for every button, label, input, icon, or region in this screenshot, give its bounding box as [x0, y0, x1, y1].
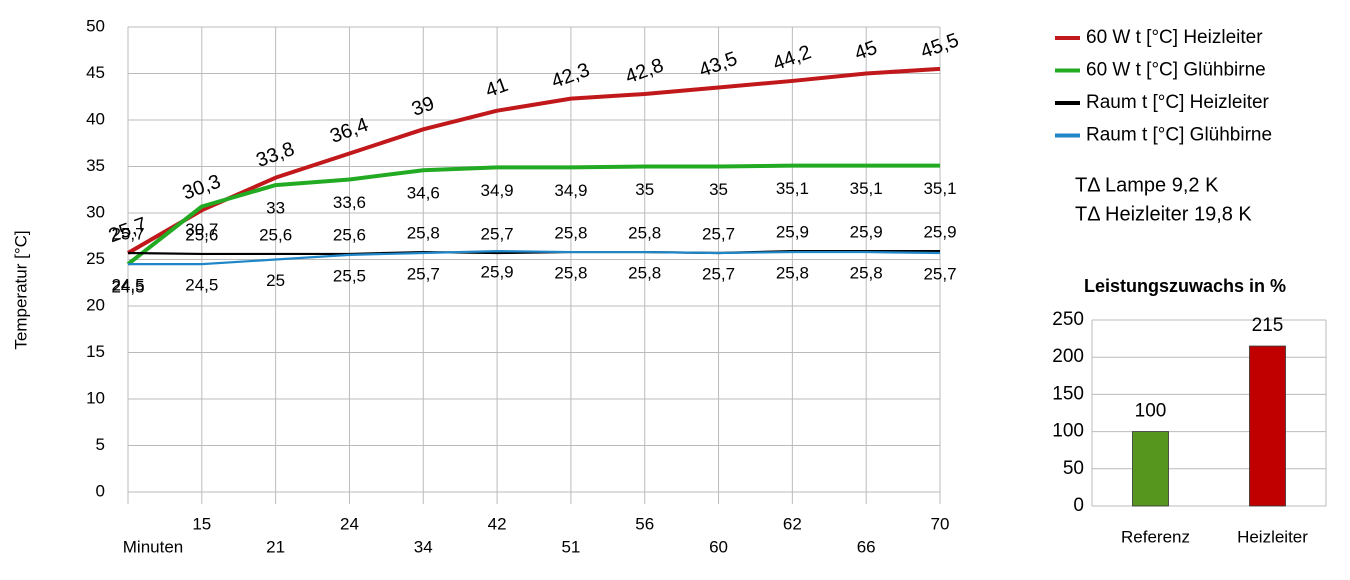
value-label: 25,5 — [333, 266, 366, 285]
legend-label: Raum t [°C] Glühbirne — [1086, 125, 1272, 146]
value-label: 35,1 — [923, 179, 956, 198]
value-label: 39 — [409, 92, 437, 120]
value-label: 25,7 — [111, 224, 144, 243]
x-axis-title: Minuten — [123, 537, 183, 556]
x-tick-label: 66 — [857, 537, 876, 556]
y-tick-label: 50 — [86, 16, 105, 35]
value-label: 35,1 — [776, 179, 809, 198]
value-label: 215 — [1252, 315, 1284, 336]
y-tick-label: 0 — [1073, 495, 1084, 516]
y-tick-label: 30 — [86, 202, 105, 221]
x-tick-label: 15 — [192, 514, 211, 533]
value-label: 35 — [635, 180, 654, 199]
value-label: 25,8 — [554, 224, 587, 243]
value-label: 25,9 — [776, 223, 809, 242]
y-tick-label: 35 — [86, 156, 105, 175]
value-label: 25,8 — [407, 224, 440, 243]
bar — [1132, 431, 1169, 507]
y-tick-label: 150 — [1052, 383, 1084, 404]
x-tick-label: Referenz — [1121, 527, 1190, 546]
series-line — [126, 66, 941, 255]
value-label: 24,5 — [111, 278, 144, 297]
value-label: 24,5 — [111, 276, 144, 295]
bar — [1249, 345, 1286, 507]
x-tick-label: 24 — [340, 514, 359, 533]
x-tick-label: 51 — [561, 537, 580, 556]
legend-label: 60 W t [°C] Glühbirne — [1086, 60, 1266, 81]
y-tick-label: 250 — [1052, 309, 1084, 330]
x-tick-label: Heizleiter — [1237, 527, 1308, 546]
series-line — [128, 250, 941, 266]
value-label: 25,8 — [850, 264, 883, 283]
value-label: 25,6 — [185, 225, 218, 244]
value-label: 25,9 — [923, 223, 956, 242]
value-label: 35,1 — [850, 179, 883, 198]
y-tick-label: 25 — [86, 249, 105, 268]
legend-label: Raum t [°C] Heizleiter — [1086, 92, 1270, 113]
value-label: 25,8 — [628, 224, 661, 243]
x-tick-label: 60 — [709, 537, 728, 556]
y-tick-label: 50 — [1063, 458, 1084, 479]
value-label: 25,7 — [702, 264, 735, 283]
value-label: 34,9 — [554, 181, 587, 200]
y-tick-label: 40 — [86, 109, 105, 128]
x-tick-label: 62 — [783, 514, 802, 533]
value-label: 35 — [709, 180, 728, 199]
y-tick-label: 15 — [86, 342, 105, 361]
series-line — [126, 163, 940, 266]
y-tick-label: 10 — [86, 388, 105, 407]
value-label: 25,7 — [407, 264, 440, 283]
value-label: 25,6 — [333, 225, 366, 244]
value-label: 25,8 — [628, 264, 661, 283]
y-tick-label: 20 — [86, 295, 105, 314]
y-tick-label: 200 — [1052, 346, 1084, 367]
value-label: 25,7 — [481, 224, 514, 243]
y-tick-label: 0 — [96, 481, 105, 500]
x-tick-label: 34 — [414, 537, 433, 556]
value-label: 25,7 — [702, 224, 735, 243]
value-label: 25,8 — [554, 264, 587, 283]
y-tick-label: 100 — [1052, 421, 1084, 442]
legend-label: 60 W t [°C] Heizleiter — [1086, 27, 1263, 48]
value-label: 33,6 — [333, 193, 366, 212]
value-label: 34,9 — [481, 181, 514, 200]
y-axis-title: Temperatur [°C] — [11, 230, 30, 349]
value-label: 41 — [483, 74, 511, 102]
value-label: 45 — [852, 37, 880, 65]
value-label: 25,7 — [923, 264, 956, 283]
value-label: 24,5 — [185, 276, 218, 295]
x-tick-label: 56 — [635, 514, 654, 533]
value-label: 25,9 — [481, 263, 514, 282]
value-label: 25,8 — [776, 264, 809, 283]
value-label: 30,7 — [185, 220, 218, 239]
bar-title: Leistungszuwachs in % — [1084, 276, 1286, 296]
value-label: 25 — [266, 271, 285, 290]
x-tick-label: 70 — [931, 514, 950, 533]
annotation: TΔ Heizleiter 19,8 K — [1075, 203, 1252, 225]
y-tick-label: 5 — [96, 435, 105, 454]
y-tick-label: 45 — [86, 63, 105, 82]
value-label: 34,6 — [407, 184, 440, 203]
annotation: TΔ Lampe 9,2 K — [1075, 174, 1219, 196]
value-label: 33 — [266, 199, 285, 218]
value-label: 100 — [1135, 401, 1167, 422]
value-label: 25,9 — [850, 223, 883, 242]
value-label: 25,6 — [259, 225, 292, 244]
x-tick-label: 42 — [488, 514, 507, 533]
x-tick-label: 21 — [266, 537, 285, 556]
